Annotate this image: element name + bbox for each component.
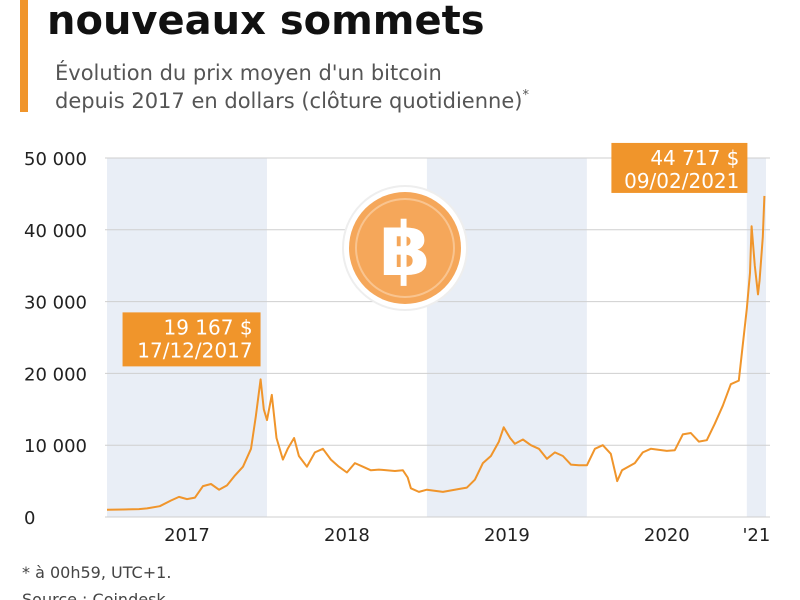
annotation-date: 17/12/2017 <box>137 338 252 362</box>
x-tick-label: 2018 <box>324 525 370 546</box>
subtitle-mark: * <box>522 88 529 103</box>
annotation-value: 19 167 $ <box>163 315 252 339</box>
source: Source : Coindesk <box>22 590 166 600</box>
x-tick-label: 2020 <box>644 525 690 546</box>
y-tick-label: 30 000 <box>24 293 87 314</box>
chart-subtitle: depuis 2017 en dollars (clôture quotidie… <box>55 88 529 113</box>
y-tick-label: 0 <box>24 508 35 529</box>
y-tick-label: 10 000 <box>24 436 87 457</box>
chart-title: nouveaux sommets <box>47 0 485 44</box>
icon-symbol: ฿ <box>379 207 431 293</box>
plot: 19 167 $17/12/2017 44 717 $09/02/2021 <box>106 142 766 511</box>
y-tick-label: 40 000 <box>24 221 87 242</box>
x-tick-label: 2019 <box>484 525 530 546</box>
bitcoin-icon: ฿ <box>342 185 468 311</box>
icon-rim <box>355 198 455 298</box>
annotation-box <box>122 312 261 367</box>
accent-bar <box>20 0 28 112</box>
footnote: * à 00h59, UTC+1. <box>22 563 171 582</box>
y-tick-label: 20 000 <box>24 364 87 385</box>
x-tick-label: 2017 <box>164 525 210 546</box>
annotation-box <box>611 142 748 193</box>
icon-coin <box>349 192 461 304</box>
price-line <box>106 195 766 511</box>
chart-subtitle: Évolution du prix moyen d'un bitcoin <box>55 60 442 85</box>
y-tick-label: 50 000 <box>24 149 87 170</box>
annotation-date: 09/02/2021 <box>624 169 739 193</box>
subtitle-line: depuis 2017 en dollars (clôture quotidie… <box>55 89 522 113</box>
annotation-value: 44 717 $ <box>650 146 739 170</box>
x-tick-label: '21 <box>742 525 770 546</box>
